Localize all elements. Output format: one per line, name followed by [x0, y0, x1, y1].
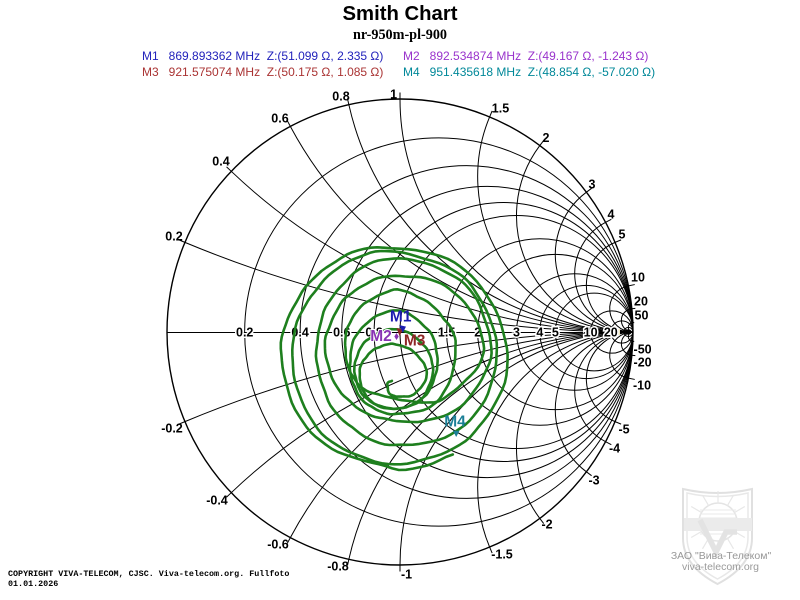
svg-text:-0.6: -0.6	[267, 538, 289, 552]
svg-text:0.8: 0.8	[365, 326, 382, 340]
svg-text:-50: -50	[634, 342, 652, 356]
svg-text:-2: -2	[541, 518, 552, 532]
svg-text:0.2: 0.2	[165, 230, 182, 244]
svg-text:5: 5	[552, 326, 559, 340]
svg-text:3: 3	[513, 326, 520, 340]
svg-text:0.8: 0.8	[332, 90, 349, 104]
svg-text:0.4: 0.4	[212, 155, 229, 169]
svg-text:M2: M2	[370, 328, 392, 345]
svg-text:M4: M4	[444, 413, 466, 430]
svg-text:3: 3	[589, 178, 596, 192]
svg-text:10: 10	[584, 326, 598, 340]
svg-text:0.2: 0.2	[236, 326, 253, 340]
svg-text:1: 1	[390, 87, 397, 101]
svg-text:2: 2	[543, 131, 550, 145]
svg-text:-10: -10	[633, 379, 651, 393]
svg-text:10: 10	[631, 271, 645, 285]
svg-text:-1: -1	[401, 567, 412, 581]
svg-text:-0.4: -0.4	[206, 494, 228, 508]
svg-text:50: 50	[635, 309, 649, 323]
svg-text:-0.2: -0.2	[161, 422, 183, 436]
svg-text:-1.5: -1.5	[491, 548, 513, 562]
svg-text:-3: -3	[588, 474, 599, 488]
svg-text:1.5: 1.5	[492, 102, 509, 116]
svg-text:M1: M1	[390, 309, 412, 326]
svg-text:20: 20	[604, 326, 618, 340]
svg-text:-20: -20	[634, 356, 652, 370]
svg-text:-4: -4	[609, 442, 620, 456]
svg-text:M3: M3	[404, 332, 426, 349]
svg-text:-5: -5	[618, 423, 629, 437]
svg-text:-0.8: -0.8	[327, 559, 349, 573]
svg-text:4: 4	[608, 208, 615, 222]
svg-text:4: 4	[536, 326, 543, 340]
svg-text:5: 5	[619, 228, 626, 242]
svg-text:0.6: 0.6	[271, 112, 288, 126]
svg-text:20: 20	[634, 295, 648, 309]
svg-text:2: 2	[474, 326, 481, 340]
